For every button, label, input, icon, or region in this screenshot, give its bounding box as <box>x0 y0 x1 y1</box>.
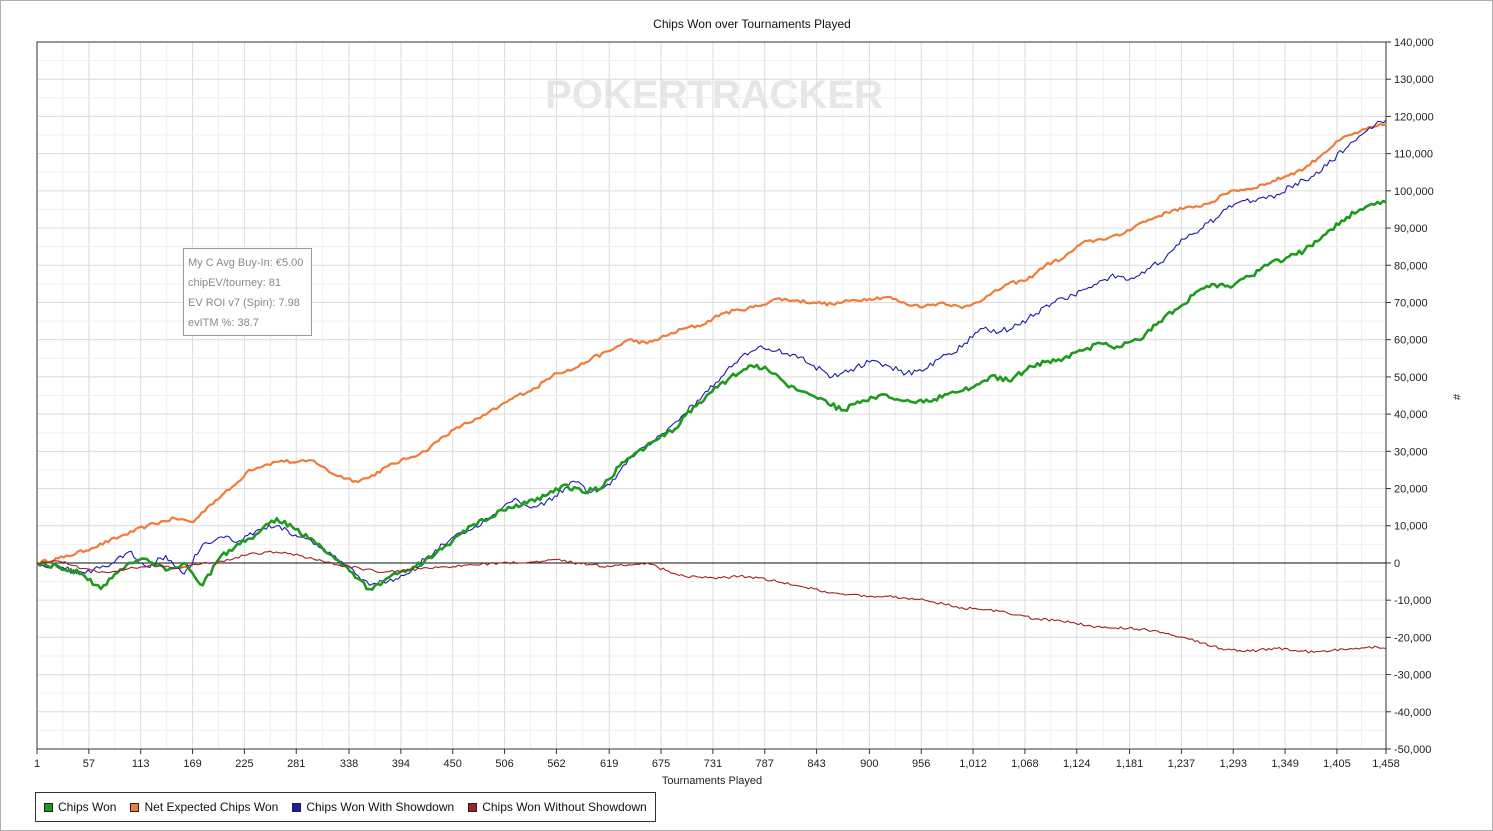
x-tick-label: 450 <box>444 758 462 770</box>
y-tick-label: 90,000 <box>1394 223 1428 235</box>
y-tick-label: 80,000 <box>1394 260 1428 272</box>
legend-swatch <box>44 802 53 812</box>
x-tick-label: 506 <box>495 758 513 770</box>
y-tick-label: 20,000 <box>1394 484 1428 496</box>
x-tick-label: 281 <box>287 758 305 770</box>
series-chips-won <box>36 199 1387 591</box>
info-ev-roi: EV ROI v7 (Spin): 7.98 <box>188 297 300 309</box>
x-tick-label: 1 <box>34 758 40 770</box>
chart-legend: Chips Won Net Expected Chips Won Chips W… <box>35 792 656 822</box>
x-tick-label: 956 <box>912 758 930 770</box>
y-tick-label: 120,000 <box>1394 111 1434 123</box>
y-tick-label: 60,000 <box>1394 335 1428 347</box>
y-tick-label: -20,000 <box>1394 632 1431 644</box>
info-chipev-per-tourney: chipEV/tourney: 81 <box>188 277 281 289</box>
y-axis: 140,000 130,000 120,000 110,000 100,000 90,00… <box>1386 37 1434 756</box>
x-tick-label: 619 <box>600 758 618 770</box>
x-axis-label: Tournaments Played <box>662 775 762 787</box>
y-axis-label: # <box>1450 394 1462 401</box>
legend-swatch <box>292 802 302 812</box>
y-tick-label: 70,000 <box>1394 297 1428 309</box>
x-tick-label: 1,124 <box>1063 758 1091 770</box>
y-tick-label: 50,000 <box>1394 372 1428 384</box>
x-tick-label: 1,068 <box>1011 758 1039 770</box>
y-tick-label: 0 <box>1394 558 1400 570</box>
series-layer <box>36 119 1387 654</box>
x-tick-label: 843 <box>807 758 825 770</box>
x-tick-label: 731 <box>704 758 722 770</box>
legend-swatch <box>130 802 140 812</box>
chart-title: Chips Won over Tournaments Played <box>653 17 851 31</box>
grid-lines <box>36 41 1387 750</box>
y-tick-label: 30,000 <box>1394 446 1428 458</box>
y-tick-label: 100,000 <box>1394 186 1434 198</box>
x-tick-label: 675 <box>652 758 670 770</box>
x-tick-label: 1,405 <box>1323 758 1351 770</box>
legend-item-chips-won[interactable]: Chips Won <box>44 800 116 814</box>
y-tick-label: -40,000 <box>1394 707 1431 719</box>
x-tick-label: 1,012 <box>959 758 987 770</box>
legend-label: Chips Won Without Showdown <box>482 800 647 814</box>
x-axis: 1 57 113 169 225 281 338 394 450 506 562 619 675 731 7… <box>34 749 1400 770</box>
x-tick-label: 562 <box>547 758 565 770</box>
x-tick-label: 1,293 <box>1219 758 1247 770</box>
legend-item-without-showdown[interactable]: Chips Won Without Showdown <box>468 800 647 814</box>
legend-item-net-expected[interactable]: Net Expected Chips Won <box>130 800 278 814</box>
x-tick-label: 1,458 <box>1372 758 1400 770</box>
legend-label: Chips Won With Showdown <box>306 800 455 814</box>
x-tick-label: 57 <box>83 758 95 770</box>
series-net-expected-chips-won <box>36 122 1387 565</box>
x-tick-label: 113 <box>132 758 150 770</box>
x-tick-label: 169 <box>183 758 201 770</box>
y-tick-label: 110,000 <box>1394 149 1433 161</box>
x-tick-label: 1,349 <box>1271 758 1299 770</box>
legend-swatch <box>468 802 478 812</box>
info-ev-itm: evITM %: 38.7 <box>188 317 259 329</box>
x-tick-label: 787 <box>756 758 774 770</box>
y-tick-label: 140,000 <box>1394 37 1434 49</box>
legend-item-with-showdown[interactable]: Chips Won With Showdown <box>292 800 454 814</box>
legend-label: Net Expected Chips Won <box>144 800 279 814</box>
y-tick-label: -10,000 <box>1394 595 1431 607</box>
x-tick-label: 394 <box>392 758 410 770</box>
x-tick-label: 900 <box>860 758 878 770</box>
x-tick-label: 338 <box>340 758 358 770</box>
y-tick-label: 40,000 <box>1394 409 1428 421</box>
info-avg-buyin: My C Avg Buy-In: €5.00 <box>188 257 304 269</box>
series-chips-won-with-showdown <box>36 119 1387 586</box>
pokertracker-watermark: POKERTRACKER <box>545 73 883 117</box>
stats-info-box: My C Avg Buy-In: €5.00 chipEV/tourney: 8… <box>183 248 312 336</box>
y-tick-label: 130,000 <box>1394 74 1434 86</box>
y-tick-label: 10,000 <box>1394 521 1428 533</box>
y-tick-label: -50,000 <box>1394 744 1431 756</box>
series-chips-won-without-showdown <box>36 550 1387 654</box>
plot-area <box>36 41 1387 750</box>
legend-label: Chips Won <box>58 800 117 814</box>
x-tick-label: 1,237 <box>1168 758 1196 770</box>
x-tick-label: 1,181 <box>1116 758 1144 770</box>
x-tick-label: 225 <box>235 758 253 770</box>
y-tick-label: -30,000 <box>1394 670 1431 682</box>
